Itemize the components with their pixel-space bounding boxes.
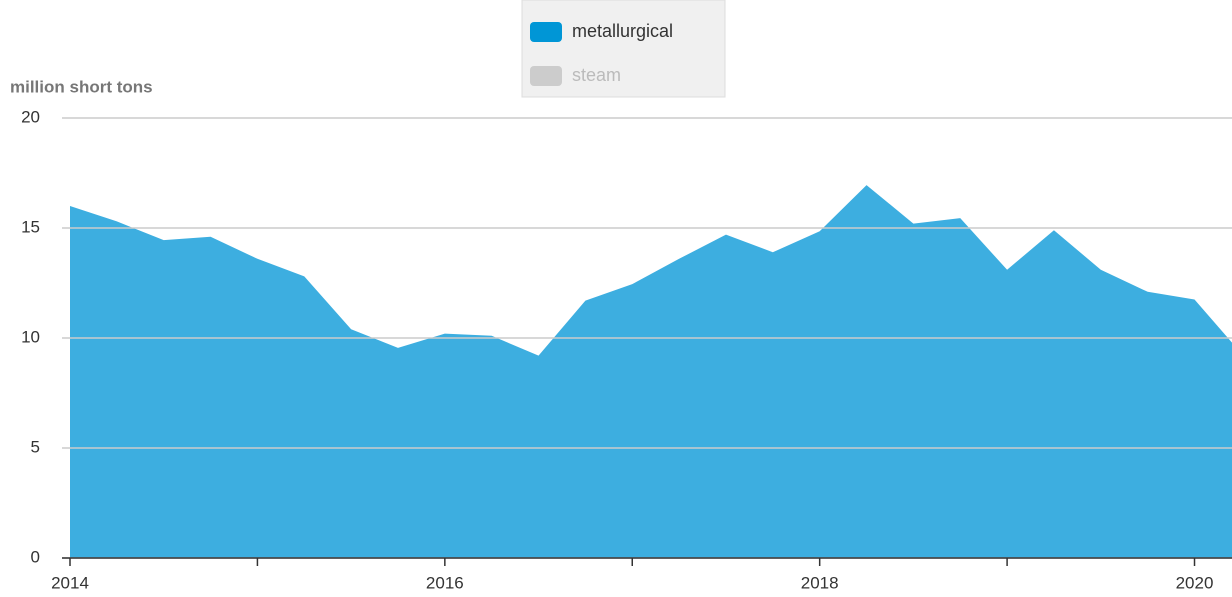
legend-swatch bbox=[530, 22, 562, 42]
legend-swatch bbox=[530, 66, 562, 86]
legend-label: steam bbox=[572, 65, 621, 85]
x-tick-label: 2020 bbox=[1176, 573, 1214, 592]
y-tick-label: 5 bbox=[31, 437, 40, 456]
x-tick-label: 2014 bbox=[51, 573, 89, 592]
x-tick-label: 2018 bbox=[801, 573, 839, 592]
legend-label: metallurgical bbox=[572, 21, 673, 41]
y-tick-label: 0 bbox=[31, 547, 40, 566]
y-tick-label: 10 bbox=[21, 327, 40, 346]
y-tick-label: 20 bbox=[21, 107, 40, 126]
y-tick-label: 15 bbox=[21, 217, 40, 236]
area bbox=[70, 185, 1232, 558]
x-tick-label: 2016 bbox=[426, 573, 464, 592]
plot-area bbox=[70, 185, 1232, 558]
y-axis-label: million short tons bbox=[10, 77, 153, 96]
